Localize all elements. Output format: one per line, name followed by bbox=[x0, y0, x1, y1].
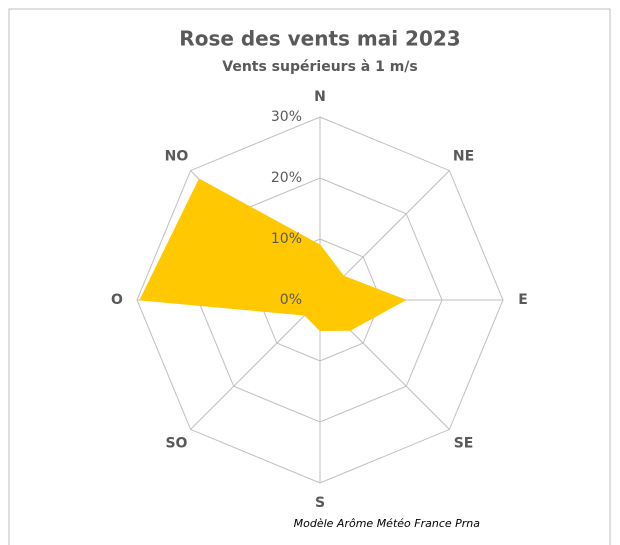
annotation: Modèle Arôme Météo France Prna bbox=[294, 517, 481, 530]
category-label: O bbox=[111, 292, 123, 308]
category-label: SO bbox=[165, 436, 187, 452]
r-tick-label: 10% bbox=[271, 231, 302, 247]
chart-title: Rose des vents mai 2023 bbox=[179, 27, 460, 51]
category-label: NE bbox=[453, 148, 474, 164]
spoke bbox=[190, 299, 321, 430]
category-label: N bbox=[314, 89, 326, 105]
category-label: NO bbox=[165, 148, 189, 164]
r-tick-label: 30% bbox=[271, 109, 302, 125]
r-tick-label: 20% bbox=[271, 170, 302, 186]
category-label: S bbox=[315, 495, 325, 511]
category-label: SE bbox=[454, 436, 474, 452]
category-label: E bbox=[518, 292, 528, 308]
r-tick-label: 0% bbox=[280, 292, 302, 308]
chart-subtitle: Vents supérieurs à 1 m/s bbox=[222, 59, 418, 75]
radar-area bbox=[139, 178, 407, 332]
